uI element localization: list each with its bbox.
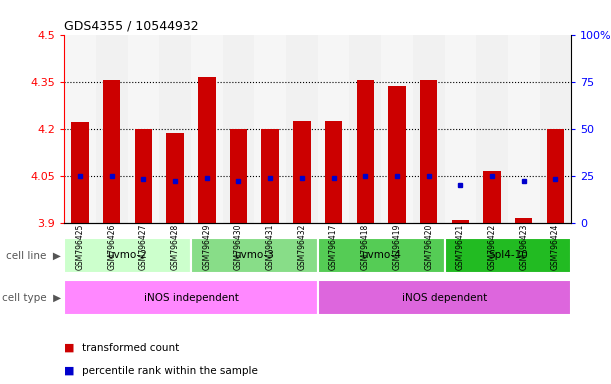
Text: GSM796424: GSM796424 <box>551 224 560 270</box>
Text: ■: ■ <box>64 343 75 353</box>
Bar <box>540 35 571 223</box>
Text: Spl4-10: Spl4-10 <box>488 250 528 260</box>
Bar <box>452 220 469 223</box>
Bar <box>254 35 286 223</box>
Text: ■: ■ <box>64 366 75 376</box>
Bar <box>262 129 279 223</box>
Bar <box>325 121 342 223</box>
Text: uvmo-2: uvmo-2 <box>108 250 147 260</box>
Bar <box>318 35 349 223</box>
Bar <box>159 35 191 223</box>
Bar <box>64 280 318 315</box>
Bar <box>222 35 254 223</box>
Text: GSM796420: GSM796420 <box>424 224 433 270</box>
Text: cell line  ▶: cell line ▶ <box>6 250 61 260</box>
Bar <box>420 80 437 223</box>
Bar <box>286 35 318 223</box>
Text: GSM796423: GSM796423 <box>519 224 529 270</box>
Bar <box>293 121 310 223</box>
Bar <box>357 80 374 223</box>
Bar <box>515 218 532 223</box>
Text: GSM796427: GSM796427 <box>139 224 148 270</box>
Bar <box>445 238 571 273</box>
Bar <box>476 35 508 223</box>
Text: GSM796428: GSM796428 <box>170 224 180 270</box>
Text: GDS4355 / 10544932: GDS4355 / 10544932 <box>64 19 199 32</box>
Text: GSM796422: GSM796422 <box>488 224 497 270</box>
Bar <box>318 280 571 315</box>
Text: GSM796421: GSM796421 <box>456 224 465 270</box>
Text: GSM796432: GSM796432 <box>298 224 306 270</box>
Text: GSM796431: GSM796431 <box>266 224 275 270</box>
Text: GSM796419: GSM796419 <box>392 224 401 270</box>
Bar <box>71 122 89 223</box>
Bar <box>64 238 191 273</box>
Bar <box>381 35 413 223</box>
Bar <box>388 86 406 223</box>
Text: GSM796430: GSM796430 <box>234 224 243 270</box>
Bar <box>191 35 222 223</box>
Text: GSM796418: GSM796418 <box>360 224 370 270</box>
Text: percentile rank within the sample: percentile rank within the sample <box>82 366 258 376</box>
Bar <box>413 35 445 223</box>
Bar <box>483 171 501 223</box>
Bar <box>318 238 445 273</box>
Text: uvmo-3: uvmo-3 <box>235 250 274 260</box>
Text: GSM796429: GSM796429 <box>202 224 211 270</box>
Bar <box>134 129 152 223</box>
Text: transformed count: transformed count <box>82 343 180 353</box>
Bar <box>547 129 564 223</box>
Text: cell type  ▶: cell type ▶ <box>2 293 61 303</box>
Text: uvmo-4: uvmo-4 <box>361 250 401 260</box>
Bar <box>191 238 318 273</box>
Bar <box>128 35 159 223</box>
Bar <box>64 35 96 223</box>
Bar <box>166 133 184 223</box>
Bar <box>230 129 247 223</box>
Bar <box>198 77 216 223</box>
Bar <box>103 80 120 223</box>
Text: GSM796425: GSM796425 <box>76 224 84 270</box>
Text: iNOS independent: iNOS independent <box>144 293 238 303</box>
Bar <box>349 35 381 223</box>
Text: GSM796426: GSM796426 <box>107 224 116 270</box>
Bar <box>445 35 476 223</box>
Bar <box>508 35 540 223</box>
Bar <box>96 35 128 223</box>
Text: GSM796417: GSM796417 <box>329 224 338 270</box>
Text: iNOS dependent: iNOS dependent <box>402 293 487 303</box>
